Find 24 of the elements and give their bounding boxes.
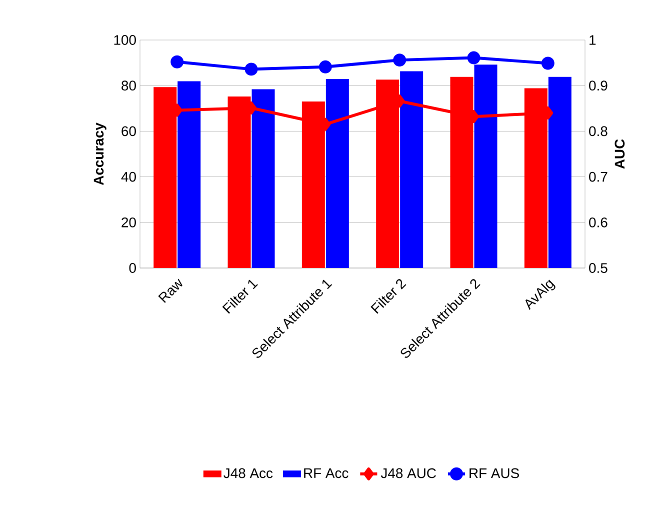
y-tick-label: 80 bbox=[122, 80, 136, 91]
point bbox=[170, 55, 184, 68]
point bbox=[393, 54, 406, 67]
legend-label: RF AUS bbox=[470, 468, 519, 478]
y2-tick-label: 0.8 bbox=[589, 126, 608, 136]
y-tick-label: 20 bbox=[122, 217, 136, 228]
point bbox=[467, 51, 480, 64]
y-tick-label: 40 bbox=[121, 172, 136, 182]
y-tick-label: 100 bbox=[114, 35, 136, 45]
legend-label: RF Acc bbox=[304, 468, 348, 478]
legend-label: J48 AUC bbox=[380, 468, 436, 478]
y2-tick-label: 0.9 bbox=[589, 80, 608, 91]
y2-tick-label: 0.5 bbox=[589, 263, 608, 273]
y-tick-label: 0 bbox=[129, 263, 136, 273]
point bbox=[541, 56, 554, 70]
y2-axis-title: AUC bbox=[614, 139, 625, 169]
legend-label: J48 Acc bbox=[224, 468, 273, 478]
y2-tick-label: 1 bbox=[590, 35, 596, 45]
point bbox=[244, 62, 258, 76]
y-tick-label: 60 bbox=[122, 126, 136, 136]
y2-tick-label: 0.6 bbox=[589, 217, 608, 228]
y2-tick-label: 0.7 bbox=[589, 172, 608, 182]
point bbox=[318, 60, 332, 74]
y-axis-title: Accuracy bbox=[94, 122, 106, 186]
